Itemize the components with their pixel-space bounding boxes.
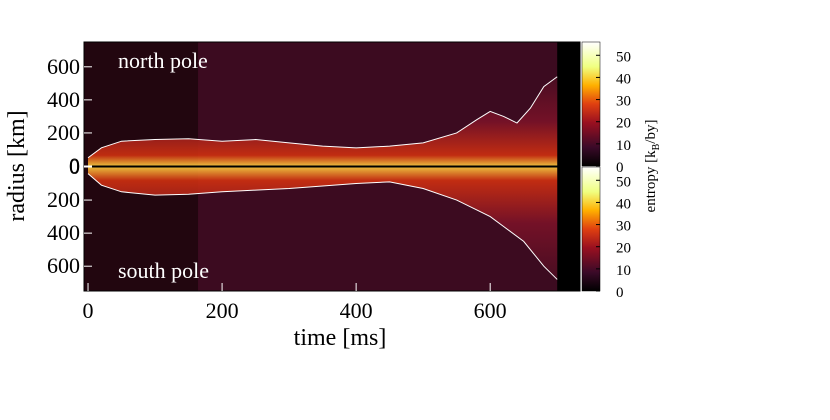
shock-line	[87, 76, 558, 159]
panel-annotation: south pole	[118, 258, 209, 283]
x-tick-label: 600	[474, 298, 507, 323]
colorbar-tick-label: 20	[616, 241, 631, 257]
plot-background-end	[557, 42, 580, 166]
panel-annotation: north pole	[118, 48, 208, 73]
colorbar-label-sub: B	[651, 143, 662, 150]
shock-region	[88, 167, 558, 280]
colorbar-tick-label: 50	[616, 49, 631, 65]
x-tick-label: 0	[83, 298, 94, 323]
colorbar-label-text: /by]	[643, 120, 659, 144]
shock-line	[87, 173, 558, 280]
colorbar-tick-label: 40	[616, 196, 631, 212]
colorbar-label-text: entropy [k	[643, 150, 659, 213]
y-tick-label: 0	[69, 154, 80, 179]
y-tick-label: 0	[69, 153, 80, 178]
y-tick-label: 600	[47, 54, 80, 79]
colorbar-tick-label: 0	[616, 160, 624, 176]
colorbar-tick-label: 20	[616, 116, 631, 132]
colorbar-tick-label: 30	[616, 94, 631, 110]
shock-region	[88, 76, 558, 166]
x-tick-label: 400	[340, 298, 373, 323]
colorbar-tick-label: 40	[616, 71, 631, 87]
colorbar-tick-label: 0	[616, 285, 624, 301]
colorbar-tick-label: 10	[616, 138, 631, 154]
y-tick-label: 400	[47, 220, 80, 245]
y-tick-label: 600	[47, 253, 80, 278]
y-axis-label: radius [km]	[4, 110, 30, 221]
colorbar	[581, 166, 601, 292]
plot-background-end	[557, 167, 580, 291]
plot-frame	[83, 41, 581, 167]
y-tick-label: 200	[47, 120, 80, 145]
colorbar-tick-label: 50	[616, 174, 631, 190]
colorbar-tick-label: 30	[616, 219, 631, 235]
colorbar-tick-label: 10	[616, 263, 631, 279]
y-tick-label: 400	[47, 87, 80, 112]
colorbar	[581, 41, 601, 167]
plot-frame	[83, 166, 581, 292]
x-axis-label: time [ms]	[294, 325, 387, 351]
colorbar-label: entropy [kB/by]	[643, 120, 662, 213]
x-tick-label: 200	[206, 298, 239, 323]
y-tick-label: 200	[47, 187, 80, 212]
